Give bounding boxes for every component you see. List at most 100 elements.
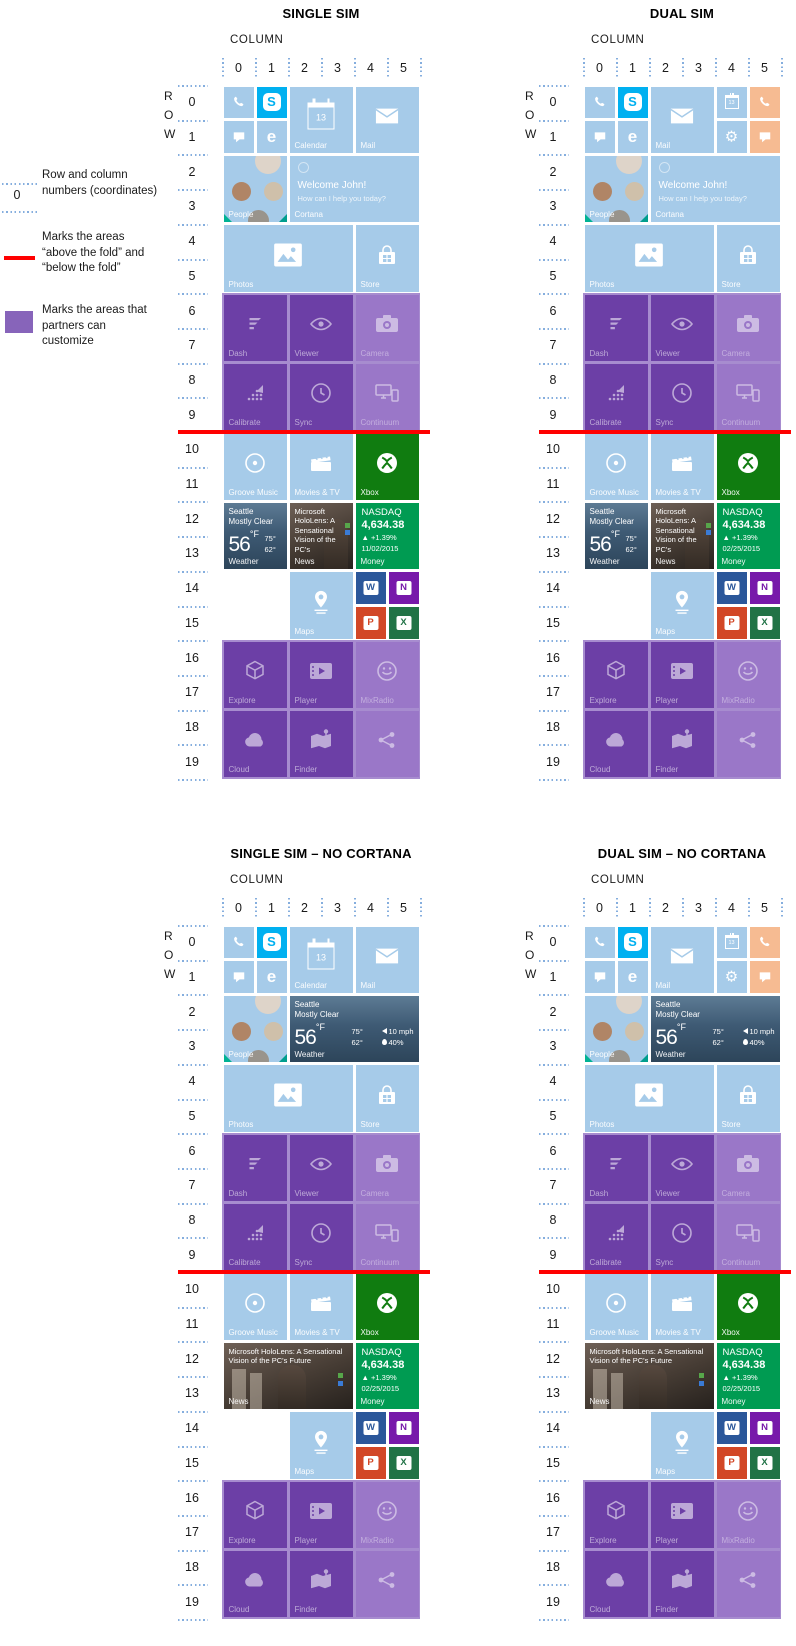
avatar [608, 1049, 630, 1063]
weather-city: Seattle [655, 999, 681, 1009]
tile-label: People [228, 210, 254, 220]
column-tick [616, 58, 618, 78]
avatar [231, 181, 251, 201]
tile-finder: Finder [289, 711, 353, 778]
tile-label: Sync [294, 418, 313, 428]
phone-icon [758, 935, 772, 949]
tile-settings-icon: ⚙ [716, 961, 747, 993]
gear-glyph: ⚙ [724, 968, 739, 986]
tile-onenote-icon: N [749, 572, 780, 604]
tile-label: Calibrate [228, 418, 261, 428]
row-tick [539, 1098, 569, 1101]
row-number: 8 [549, 372, 557, 387]
explore-icon [243, 659, 267, 683]
news-accent [698, 1380, 704, 1386]
tile-word-icon: W [716, 1412, 747, 1444]
tile-share-icon [716, 1551, 780, 1618]
tile-maps: Maps [289, 572, 353, 639]
tile-label: Cloud [228, 765, 250, 775]
weather-hi-lo: 75° 62° [713, 1026, 724, 1048]
xbox-icon [375, 451, 399, 475]
continuum-icon [375, 381, 399, 405]
tile-edge-icon: e [256, 961, 287, 993]
weather-precip: 40% [381, 1037, 414, 1048]
tile-xbox: Xbox [355, 433, 419, 500]
office-letter: N [757, 1421, 772, 1436]
tile-label: Calendar [294, 140, 327, 150]
row-tick [539, 1480, 569, 1483]
camera-icon [375, 312, 399, 336]
word-icon: W [363, 1421, 378, 1436]
money-index: NASDAQ [722, 1346, 763, 1358]
weather-condition: Mostly Clear [294, 1009, 339, 1019]
calendar-icon: 13 [724, 93, 739, 110]
store-icon [375, 243, 399, 267]
weather-wind: 10 mph [381, 1026, 414, 1037]
calendar-box: 13 [307, 938, 335, 970]
row-tick [539, 1306, 569, 1309]
column-number: 5 [400, 61, 407, 75]
money-change: ▲ +1.39% [722, 532, 758, 542]
weather-hi: 75° [264, 533, 276, 543]
weather-hi-lo: 75° 62° [352, 1026, 363, 1048]
tile-calibrate: Calibrate [584, 1204, 648, 1271]
avatar [592, 1021, 612, 1041]
tile-phone-icon [584, 926, 615, 959]
tile-news: Microsoft HoloLens: A Sensational Vision… [289, 502, 353, 570]
photos-icon [273, 240, 303, 270]
office-letter: N [396, 581, 411, 596]
row-tick [178, 1480, 208, 1483]
tile-money: NASDAQ 4,634.38 ▲ +1.39% 02/25/2015 Money [716, 502, 780, 570]
row-tick [539, 258, 569, 261]
tile-money: NASDAQ 4,634.38 ▲ +1.39% 02/25/2015 Money [355, 1342, 419, 1410]
tile-label: Cloud [589, 1605, 611, 1615]
tile-label: Photos [589, 1119, 615, 1129]
avatar [615, 155, 642, 174]
explore-icon [604, 1499, 628, 1523]
tile-calibrate: Calibrate [223, 364, 287, 431]
cloud-icon: ☁ [231, 1438, 242, 1450]
row-tick [178, 1549, 208, 1552]
row-number: 6 [549, 303, 557, 318]
money-date: 11/02/2015 [361, 543, 399, 553]
tile-movies-tv: Movies & TV [289, 433, 353, 500]
tile-skype-icon: S [617, 926, 648, 959]
tile-label: Sync [294, 1258, 313, 1268]
row-tick [178, 709, 208, 712]
row-tick [178, 994, 208, 997]
row-number: 18 [546, 719, 560, 734]
column-tick [288, 58, 290, 78]
row-tick [539, 501, 569, 504]
tile-xbox: Xbox [716, 1273, 780, 1340]
wind-arrow-icon [742, 1027, 748, 1034]
help-icon: ? [273, 598, 280, 610]
avatar [263, 1021, 283, 1041]
xbox-icon [736, 1291, 760, 1315]
viewer-icon [309, 312, 333, 336]
row-number: 12 [185, 1351, 199, 1366]
weather-precip-value: 40% [749, 1037, 765, 1047]
row-tick [178, 1063, 208, 1066]
row-number: 10 [185, 1282, 199, 1297]
share-icon [375, 728, 399, 752]
tile-edge-icon: e [617, 961, 648, 993]
movies-icon [670, 451, 694, 475]
row-tick [539, 397, 569, 400]
row-tick [178, 1584, 208, 1587]
tile-label: Mail [360, 980, 376, 990]
tile-maps: Maps [650, 1412, 714, 1479]
news-headline: Microsoft HoloLens: A Sensational Vision… [294, 506, 336, 554]
news-headline: Microsoft HoloLens: A Sensational Vision… [228, 1346, 343, 1366]
messaging-icon [232, 970, 246, 984]
column-tick [420, 58, 422, 78]
column-axis-label: COLUMN [230, 874, 284, 886]
row-tick [539, 189, 569, 192]
tile-mixradio: MixRadio [716, 1481, 780, 1549]
weather-wind-block: 10 mph 40% [381, 1026, 414, 1048]
avatar [247, 209, 269, 223]
tile-phone-icon [223, 86, 254, 119]
excel-icon: X [757, 1455, 772, 1470]
row-number: 9 [188, 407, 196, 422]
tile-skype-icon: S [256, 926, 287, 959]
calendar-icon: 13 [307, 98, 335, 130]
